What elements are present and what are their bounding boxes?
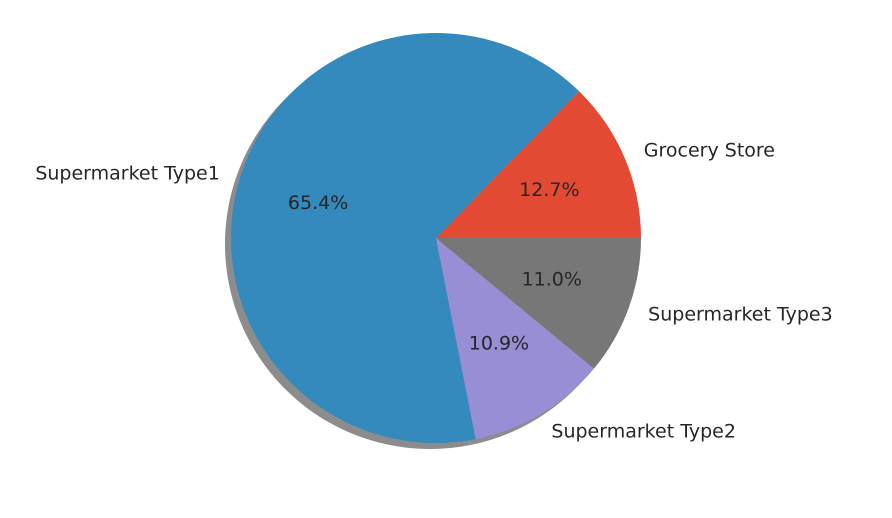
slice-labels: Grocery Store Supermarket Type1 Supermarke…: [35, 139, 832, 442]
pie-slice-supermarket-type3: [436, 238, 641, 369]
slice-label-supermarket-type3: Supermarket Type3: [648, 303, 833, 325]
slice-label-supermarket-type1: Supermarket Type1: [35, 163, 220, 185]
pct-label-supermarket-type3: 11.0%: [522, 269, 582, 291]
pct-label-supermarket-type1: 65.4%: [288, 192, 348, 214]
pie-slice-grocery-store: [436, 91, 641, 238]
pie-slice-supermarket-type2: [436, 238, 594, 440]
pct-label-supermarket-type2: 10.9%: [469, 333, 529, 355]
pct-label-grocery-store: 12.7%: [519, 179, 579, 201]
percentage-labels: 12.7% 65.4% 10.9% 11.0%: [288, 179, 582, 354]
pie-slice-supermarket-type1: [230, 33, 580, 444]
slice-label-supermarket-type2: Supermarket Type2: [551, 421, 736, 443]
pie-slices: [230, 33, 641, 444]
slice-label-grocery-store: Grocery Store: [644, 139, 775, 161]
